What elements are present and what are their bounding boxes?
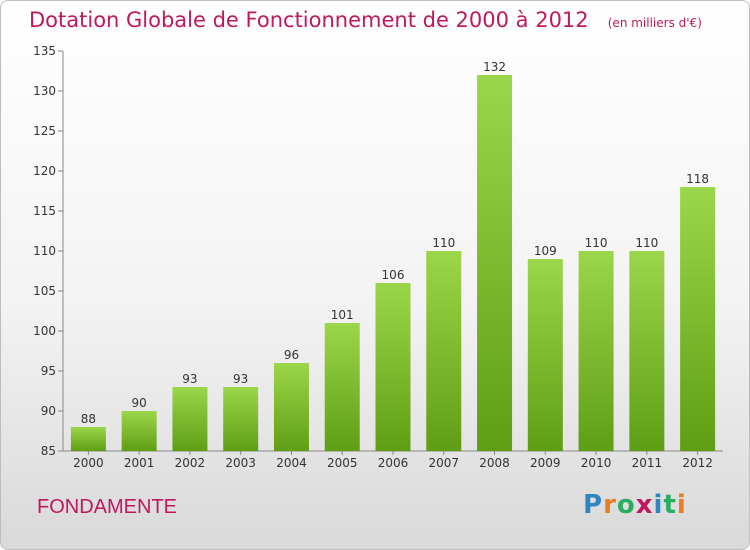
- value-label-2002: 93: [182, 372, 197, 386]
- value-label-2009: 109: [534, 244, 557, 258]
- logo-letter: i: [653, 490, 664, 520]
- value-label-2008: 132: [483, 60, 506, 74]
- x-tick-label-2007: 2007: [428, 456, 459, 470]
- x-tick-label-2011: 2011: [632, 456, 663, 470]
- x-tick-label-2001: 2001: [124, 456, 155, 470]
- y-tick-label: 105: [33, 284, 56, 298]
- y-tick-label: 135: [33, 44, 56, 58]
- value-label-2006: 106: [382, 268, 405, 282]
- unit-subtitle: (en milliers d'€): [607, 16, 702, 30]
- logo-letter: t: [663, 490, 677, 520]
- value-label-2003: 93: [233, 372, 248, 386]
- x-tick-label-2005: 2005: [327, 456, 358, 470]
- bar-2007: [426, 251, 462, 451]
- proxiti-logo[interactable]: Proxiti: [583, 490, 687, 520]
- value-label-2000: 88: [81, 412, 96, 426]
- x-tick-label-2002: 2002: [175, 456, 206, 470]
- x-tick-label-2008: 2008: [479, 456, 510, 470]
- logo-letter: P: [583, 490, 604, 520]
- bar-2009: [527, 259, 563, 451]
- y-tick-label: 120: [33, 164, 56, 178]
- x-tick-label-2006: 2006: [378, 456, 409, 470]
- value-label-2001: 90: [132, 396, 147, 410]
- y-tick-label: 100: [33, 324, 56, 338]
- value-label-2004: 96: [284, 348, 299, 362]
- bar-2008: [477, 75, 513, 451]
- value-label-2010: 110: [585, 236, 608, 250]
- logo-letter: i: [676, 490, 687, 520]
- commune-name: FONDAMENTE: [37, 496, 177, 518]
- bar-2003: [223, 387, 259, 451]
- bar-2006: [375, 283, 411, 451]
- bar-2010: [578, 251, 614, 451]
- bar-2002: [172, 387, 208, 451]
- bar-2011: [629, 251, 665, 451]
- axes: 85 90 95 100 105 110 115 120 125 130 135 2000 2001 20…: [33, 44, 723, 470]
- x-tick-label-2004: 2004: [276, 456, 307, 470]
- value-label-2011: 110: [635, 236, 658, 250]
- x-tick-label-2010: 2010: [581, 456, 612, 470]
- x-tick-label-2003: 2003: [225, 456, 256, 470]
- chart-title: Dotation Globale de Fonctionnement de 20…: [29, 8, 702, 32]
- bar-2001: [121, 411, 157, 451]
- logo-letter: o: [616, 490, 636, 520]
- bar-2012: [680, 187, 716, 451]
- bar-2000: [70, 427, 106, 451]
- y-tick-label: 85: [41, 444, 56, 458]
- x-tick-label-2009: 2009: [530, 456, 561, 470]
- y-tick-label: 95: [41, 364, 56, 378]
- y-tick-label: 110: [33, 244, 56, 258]
- x-tick-label-2000: 2000: [73, 456, 104, 470]
- bar-2004: [273, 363, 309, 451]
- y-tick-label: 130: [33, 84, 56, 98]
- bars: [70, 75, 716, 451]
- value-labels: 88 90 93 93 96 101 106 110 132 109 110 110 118: [81, 60, 709, 426]
- y-tick-label: 125: [33, 124, 56, 138]
- y-tick-label: 115: [33, 204, 56, 218]
- value-label-2007: 110: [432, 236, 455, 250]
- title-text: Dotation Globale de Fonctionnement de 20…: [29, 8, 589, 32]
- value-label-2012: 118: [686, 172, 709, 186]
- y-tick-label: 90: [41, 404, 56, 418]
- logo-letter: x: [635, 490, 654, 520]
- logo-letter: r: [603, 490, 617, 520]
- x-tick-label-2012: 2012: [682, 456, 713, 470]
- bar-2005: [324, 323, 360, 451]
- value-label-2005: 101: [331, 308, 354, 322]
